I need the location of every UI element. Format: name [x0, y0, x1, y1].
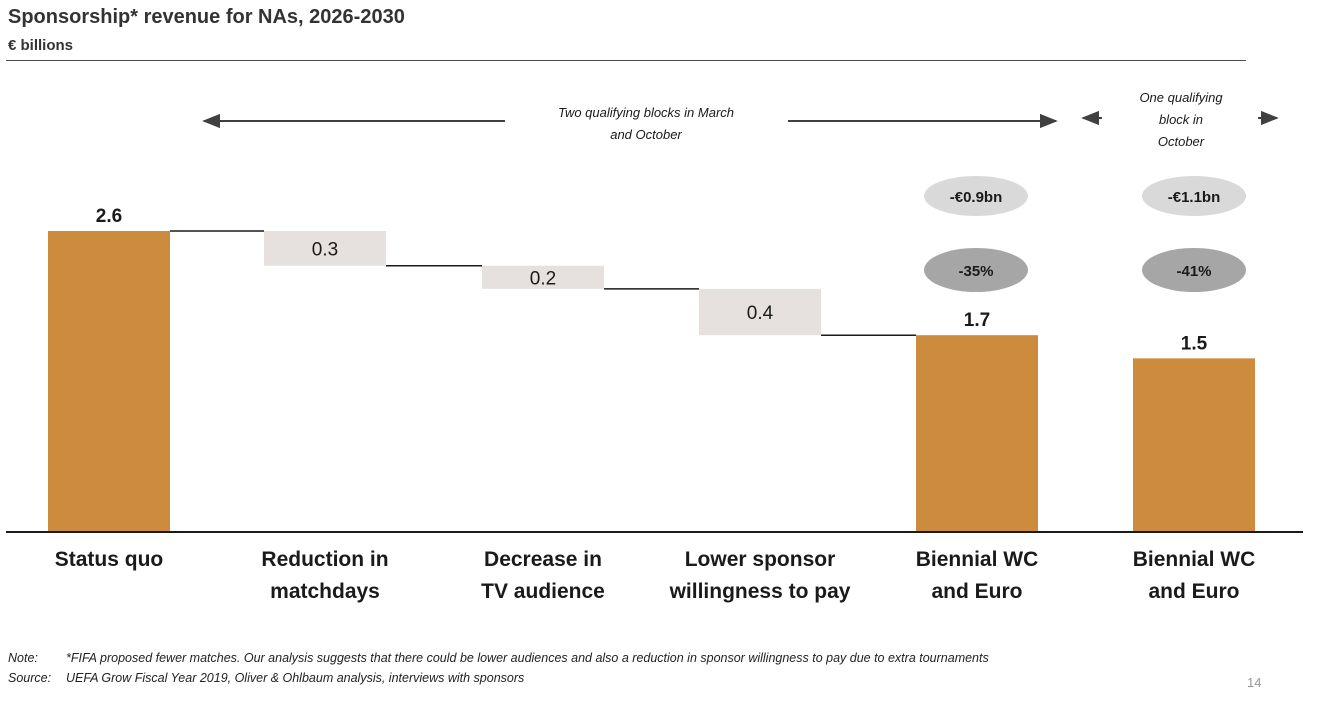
source-key: Source:	[8, 671, 52, 685]
delta-pct-text: -41%	[1176, 263, 1211, 280]
one-block-label-line2: block in	[1159, 112, 1203, 127]
total-bar	[916, 335, 1038, 532]
delta-pct-text: -35%	[958, 263, 993, 280]
data-label: 1.5	[1181, 333, 1208, 354]
delta-abs-bubble	[1142, 176, 1246, 216]
delta-abs-text: -€0.9bn	[950, 189, 1003, 206]
data-label: 0.4	[747, 303, 774, 324]
delta-bubbles: -€0.9bn -35% -€1.1bn -41%	[924, 176, 1246, 292]
chart-subtitle: € billions	[8, 37, 74, 54]
title-divider	[6, 60, 1246, 61]
source-text: UEFA Grow Fiscal Year 2019, Oliver & Ohl…	[66, 671, 525, 685]
category-label: Biennial WC	[916, 548, 1039, 571]
two-blocks-label-line1: Two qualifying blocks in March	[558, 105, 734, 120]
delta-abs-bubble	[924, 176, 1028, 216]
chart-title: Sponsorship* revenue for NAs, 2026-2030	[8, 6, 405, 28]
delta-pct-bubble	[1142, 248, 1246, 292]
footnote: Note: *FIFA proposed fewer matches. Our a…	[8, 651, 989, 665]
category-label: and Euro	[1148, 580, 1239, 603]
decrease-bar	[699, 288, 821, 336]
category-label: Lower sponsor	[685, 548, 836, 571]
category-label: matchdays	[270, 580, 380, 603]
data-label: 1.7	[964, 310, 990, 331]
category-label: Decrease in	[484, 548, 602, 571]
category-label: and Euro	[931, 580, 1022, 603]
category-label: Biennial WC	[1133, 548, 1256, 571]
category-label: Status quo	[55, 548, 164, 571]
category-label: Reduction in	[261, 548, 388, 571]
source-line: Source: UEFA Grow Fiscal Year 2019, Olive…	[8, 671, 524, 685]
two-blocks-label-line2: and October	[610, 127, 682, 142]
delta-abs-text: -€1.1bn	[1168, 189, 1221, 206]
page-number: 14	[1247, 675, 1262, 690]
one-block-label-line3: October	[1158, 134, 1205, 149]
data-label: 0.3	[312, 239, 338, 260]
category-label: TV audience	[481, 580, 605, 603]
one-block-bracket: One qualifying block in October	[1081, 90, 1279, 149]
total-bar	[1133, 358, 1255, 532]
two-blocks-bracket: Two qualifying blocks in March and Octob…	[202, 105, 1058, 142]
data-label: 0.2	[530, 268, 556, 289]
delta-pct-bubble	[924, 248, 1028, 292]
one-block-label-line1: One qualifying	[1139, 90, 1223, 105]
note-text: *FIFA proposed fewer matches. Our analys…	[66, 651, 989, 665]
connectors-layer	[170, 230, 916, 336]
bars-layer	[48, 231, 1255, 532]
data-label: 2.6	[96, 206, 122, 227]
decrease-bar	[482, 265, 604, 289]
total-bar	[48, 231, 170, 532]
note-key: Note:	[8, 651, 38, 665]
decrease-bar	[264, 231, 386, 266]
labels-layer: 2.6 Status quo 0.3 Reduction in matchdays 0.2…	[55, 206, 1256, 603]
category-label: willingness to pay	[669, 580, 851, 603]
